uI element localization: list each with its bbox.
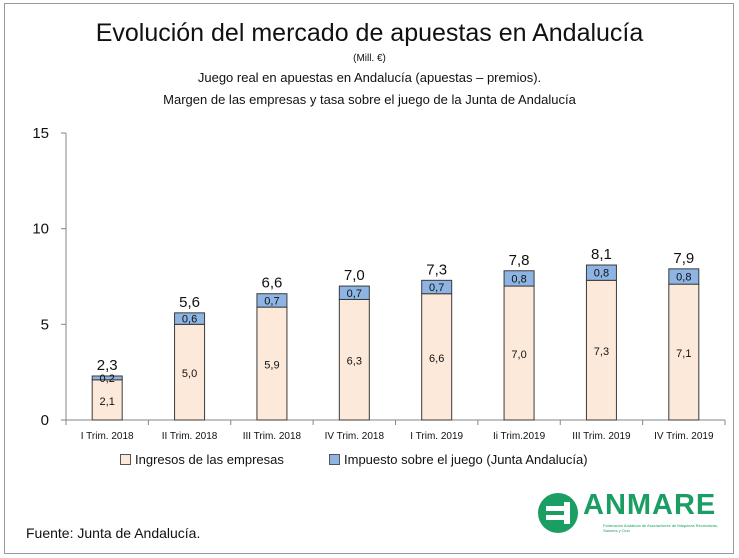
data-label-total: 6,6: [262, 275, 283, 292]
anmare-logo-icon: [538, 493, 578, 533]
bar-impuesto-juego: [421, 279, 453, 295]
bar-impuesto-juego: [256, 293, 288, 308]
legend-item-empresas: Ingresos de las empresas: [120, 452, 284, 467]
logo-tagline: Federación Andaluza de Asociaciones de M…: [603, 523, 718, 533]
bar-impuesto-juego: [668, 268, 700, 285]
y-tick-label: 10: [32, 221, 49, 238]
data-label-impuesto: 0,7: [429, 282, 444, 294]
data-label-ingresos: 2,1: [100, 396, 115, 408]
y-tick-label: 0: [41, 412, 49, 429]
x-tick-label: III Trim. 2018: [243, 431, 302, 442]
stacked-bar-chart: 0 5 10 15 2,1 0,22,3 I Trim. 2018 5,0 0,6 5,6 II T…: [32, 125, 726, 442]
bar-impuesto-juego: [338, 285, 370, 300]
bar-ingresos-empresas: [421, 293, 453, 421]
bar-ingresos-empresas: [174, 323, 206, 421]
bar-impuesto-juego: [585, 264, 617, 281]
legend-label-empresas: Ingresos de las empresas: [135, 452, 284, 467]
bar-impuesto-juego: [174, 312, 206, 325]
x-tick-label: I Trim. 2019: [410, 431, 463, 442]
data-label-total: 7,0: [344, 267, 365, 284]
data-label-ingresos: 7,1: [676, 348, 691, 360]
data-label-total: 7,8: [509, 252, 530, 269]
x-tick-label: IV Trim. 2018: [325, 431, 385, 442]
x-tick-label: I Trim. 2018: [81, 431, 134, 442]
x-tick-label: II Trim. 2018: [162, 431, 218, 442]
y-tick-label: 15: [32, 125, 49, 142]
legend-swatch-impuesto: [329, 454, 340, 465]
x-tick-label: IV Trim. 2019: [654, 431, 714, 442]
chart-subtitle-2: Margen de las empresas y tasa sobre el j…: [163, 92, 576, 107]
data-label-ingresos: 6,6: [429, 353, 444, 365]
data-label-impuesto: 0,8: [511, 273, 526, 285]
bar-ingresos-empresas: [338, 298, 370, 421]
legend-swatch-empresas: [120, 454, 131, 465]
data-label-impuesto: 0,7: [264, 295, 279, 307]
chart-units: (Mill. €): [353, 53, 386, 64]
chart-subtitle-1: Juego real en apuestas en Andalucía (apu…: [197, 70, 542, 85]
bar-ingresos-empresas: [668, 283, 700, 421]
x-tick-label: Ii Trim.2019: [493, 431, 546, 442]
data-label-impuesto: 0,8: [676, 272, 691, 284]
chart-title: Evolución del mercado de apuestas en And…: [95, 19, 644, 47]
source-note: Fuente: Junta de Andalucía.: [26, 525, 201, 541]
x-tick-label: III Trim. 2019: [572, 431, 631, 442]
data-label-total: 5,6: [179, 294, 200, 311]
y-tick-label: 5: [41, 316, 49, 333]
data-label-impuesto: 0,8: [594, 268, 609, 280]
legend-item-impuesto: Impuesto sobre el juego (Junta Andalucía…: [329, 452, 588, 467]
data-label-ingresos: 6,3: [347, 356, 362, 368]
data-label-total: 8,1: [591, 246, 612, 263]
data-label-total: 7,9: [673, 250, 694, 267]
bar-impuesto-juego: [503, 270, 535, 287]
bar-ingresos-empresas: [256, 306, 288, 421]
anmare-logo: ANMARE Federación Andaluza de Asociacion…: [537, 489, 722, 539]
bar-impuesto-juego: [91, 375, 123, 381]
data-label-ingresos: 7,0: [511, 349, 526, 361]
data-label-impuesto: 0,2: [100, 373, 115, 385]
bar-ingresos-empresas: [503, 285, 535, 421]
logo-wordmark: ANMARE: [583, 489, 717, 521]
data-label-impuesto: 0,7: [347, 288, 362, 300]
data-label-ingresos: 5,0: [182, 368, 197, 380]
data-label-ingresos: 5,9: [264, 360, 279, 372]
data-label-total: 7,3: [426, 261, 447, 278]
data-label-total: 2,3: [97, 357, 118, 374]
legend-label-impuesto: Impuesto sobre el juego (Junta Andalucía…: [344, 452, 588, 467]
bar-ingresos-empresas: [91, 379, 123, 421]
data-label-impuesto: 0,6: [182, 314, 197, 326]
data-label-ingresos: 7,3: [594, 346, 609, 358]
